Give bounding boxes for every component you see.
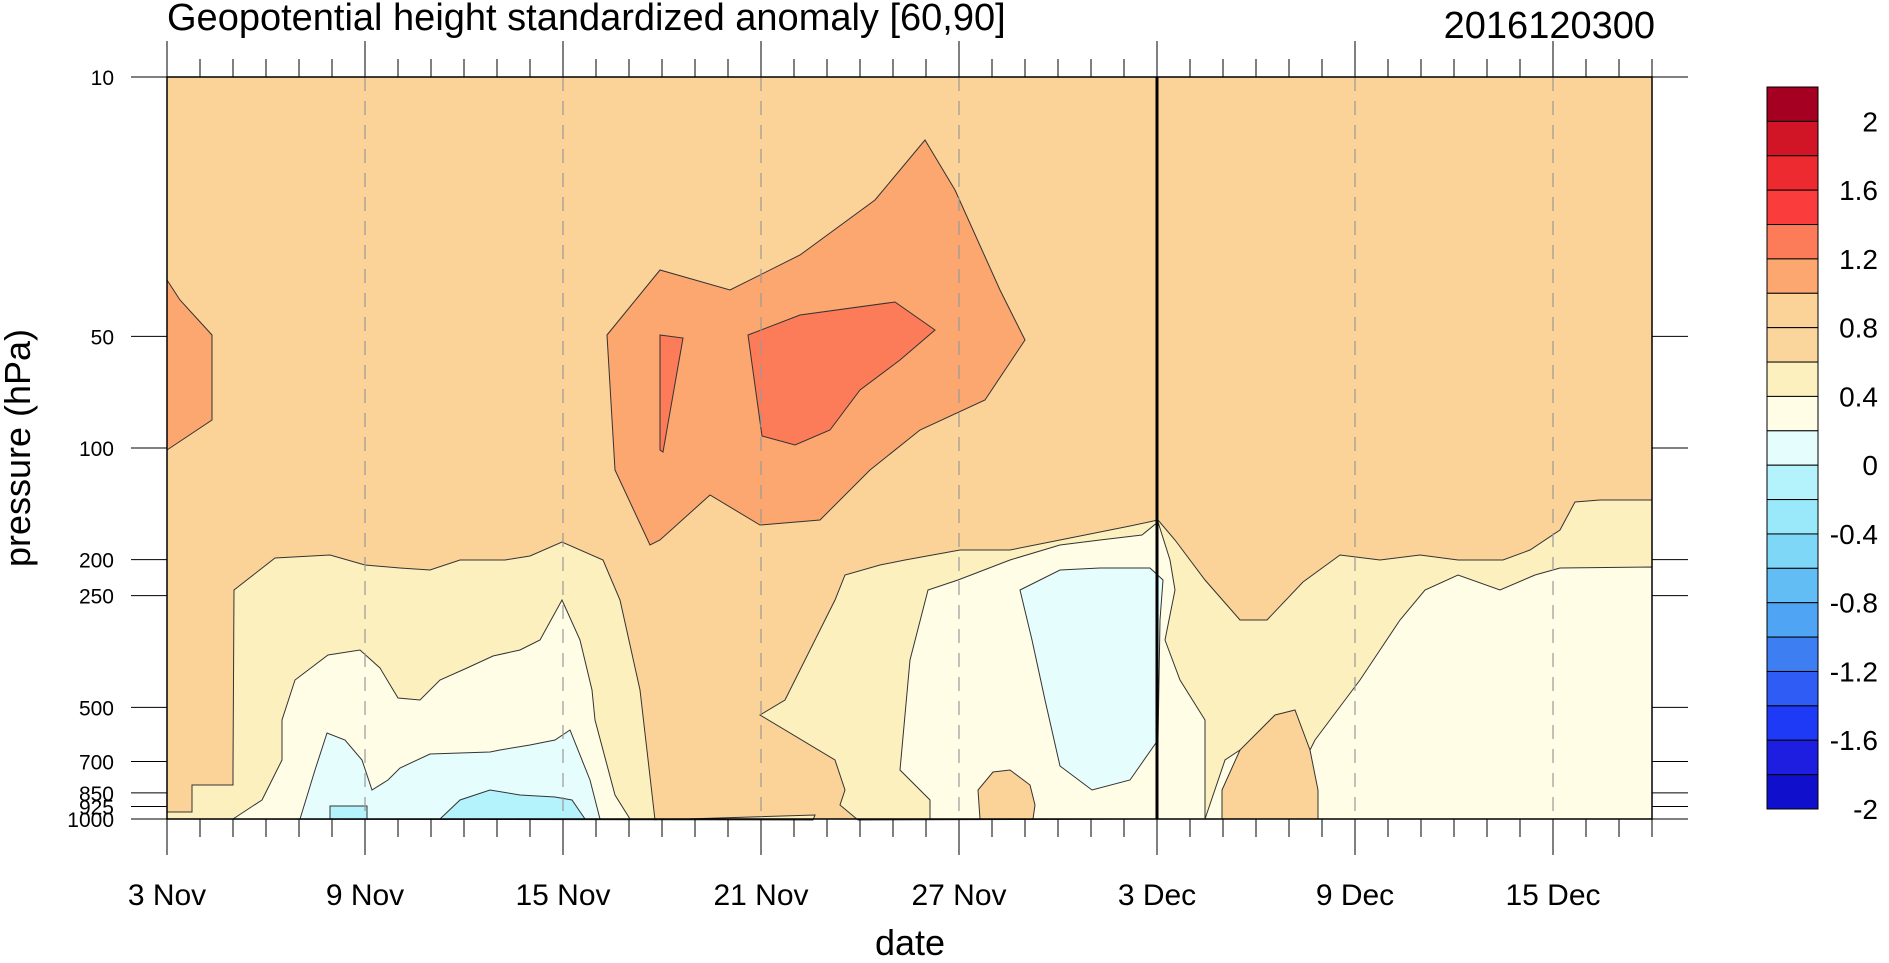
colorbar-swatch [1766, 361, 1819, 397]
colorbar-swatch [1766, 567, 1819, 604]
contour-region-11 [977, 769, 1036, 820]
y-tick-label: 100 [79, 438, 114, 461]
colorbar-label: 1.6 [1839, 175, 1878, 206]
colorbar-label: 2 [1862, 106, 1878, 137]
contour-region-4 [747, 301, 936, 446]
colorbar-swatch [1766, 86, 1819, 122]
chart-title: Geopotential height standardized anomaly… [167, 0, 1006, 39]
x-tick-label: 21 Nov [713, 879, 808, 912]
colorbar: 2 1.6 1.2 0.8 0.4 0 -0.4 -0.8 -1.2 -1.6 -2 [1766, 86, 1878, 825]
x-tick-label: 3 Dec [1118, 879, 1196, 912]
y-tick-label: 1000 [67, 809, 114, 832]
contour-region-15 [329, 805, 368, 820]
colorbar-swatch [1766, 258, 1819, 294]
colorbar-label: -1.2 [1830, 656, 1878, 687]
colorbar-swatch [1766, 533, 1819, 569]
x-tick-label: 27 Nov [911, 879, 1006, 912]
y-tick-label: 700 [79, 752, 114, 775]
colorbar-swatch [1766, 670, 1819, 707]
colorbar-swatch [1766, 499, 1819, 535]
y-tick-label: 250 [79, 586, 114, 609]
colorbar-swatch [1766, 705, 1819, 741]
colorbar-swatch [1766, 224, 1819, 260]
y-tick-label: 925 [79, 796, 114, 819]
colorbar-swatch [1766, 636, 1819, 672]
colorbar-label: 0 [1862, 450, 1878, 481]
colorbar-swatch [1766, 189, 1819, 226]
x-tick-label: 15 Nov [515, 879, 610, 912]
colorbar-swatch [1766, 464, 1819, 501]
colorbar-label: 1.2 [1839, 244, 1878, 275]
colorbar-swatch [1766, 155, 1819, 191]
colorbar-swatch [1766, 602, 1819, 638]
x-tick-label: 15 Dec [1505, 879, 1600, 912]
y-axis-label: pressure (hPa) [0, 329, 38, 567]
colorbar-swatch [1766, 430, 1819, 466]
colorbar-swatch [1766, 774, 1819, 810]
y-tick-label: 850 [79, 783, 114, 806]
plot-area [166, 76, 1653, 821]
y-tick-label: 500 [79, 697, 114, 720]
colorbar-label: -0.8 [1830, 588, 1878, 619]
colorbar-swatch [1766, 292, 1819, 329]
x-tick-label: 3 Nov [128, 879, 206, 912]
y-tick-label: 10 [91, 67, 114, 90]
x-tick-label: 9 Nov [326, 879, 404, 912]
contour-region-12 [1221, 709, 1319, 820]
colorbar-swatch [1766, 120, 1819, 157]
colorbar-label: 0.4 [1839, 381, 1878, 412]
axes: 3 Nov 9 Nov 15 Nov 21 Nov 27 Nov 3 Dec 9 Dec 15… [67, 41, 1688, 912]
colorbar-label: -2 [1853, 794, 1878, 825]
contour-region-16 [438, 789, 586, 820]
y-tick-label: 200 [79, 550, 114, 573]
x-axis-label: date [875, 922, 945, 963]
colorbar-label: -1.6 [1830, 725, 1878, 756]
colorbar-label: -0.4 [1830, 519, 1878, 550]
y-tick-label: 50 [91, 326, 114, 349]
colorbar-swatch [1766, 395, 1819, 432]
contour-region-3 [659, 334, 684, 453]
date-label: 2016120300 [1444, 5, 1655, 47]
colorbar-swatch [1766, 739, 1819, 776]
colorbar-label: 0.8 [1839, 313, 1878, 344]
x-tick-label: 9 Dec [1316, 879, 1394, 912]
colorbar-swatch [1766, 327, 1819, 363]
